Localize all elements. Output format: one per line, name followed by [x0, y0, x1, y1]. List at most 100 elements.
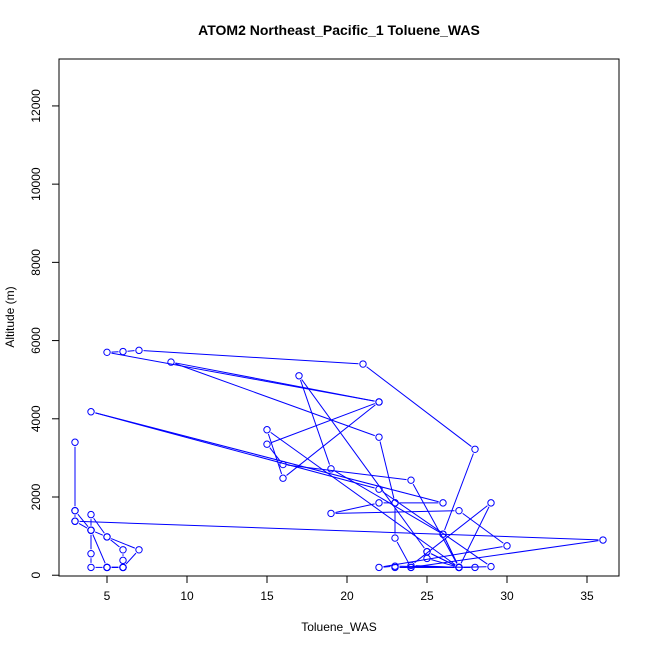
- plot-frame: [58, 58, 620, 577]
- series-segment: [430, 553, 456, 566]
- data-point: [263, 426, 271, 434]
- data-point: [455, 563, 463, 572]
- data-point: [119, 546, 127, 554]
- data-point: [423, 548, 431, 556]
- series-segment: [125, 552, 137, 565]
- x-tick-label: 10: [180, 589, 194, 603]
- y-tick-label: 6000: [29, 327, 43, 354]
- data-point: [71, 506, 79, 515]
- series-segment: [271, 403, 375, 444]
- series-segment: [92, 534, 106, 564]
- series-segment: [415, 565, 455, 568]
- data-point: [103, 563, 111, 572]
- data-point: [407, 563, 415, 572]
- data-point: [471, 563, 479, 572]
- data-point: [167, 358, 175, 366]
- series-segment: [79, 520, 599, 541]
- series-segment: [383, 566, 391, 568]
- y-axis: 0 2000 4000 6000 8000 10000 12000: [29, 89, 60, 579]
- series-segment: [127, 350, 135, 352]
- y-tick-label: 10000: [29, 167, 43, 201]
- data-point: [327, 465, 335, 473]
- data-point: [119, 556, 127, 565]
- y-tick-label: 8000: [29, 249, 43, 276]
- series-segment: [270, 431, 456, 566]
- data-point: [263, 440, 271, 448]
- series-segment: [143, 350, 359, 365]
- x-tick-label: 5: [104, 589, 111, 603]
- x-tick-label: 35: [580, 589, 594, 603]
- data-point: [87, 550, 95, 558]
- data-point: [375, 433, 383, 441]
- data-point: [279, 474, 287, 482]
- data-point: [103, 533, 111, 541]
- chart-title: ATOM2 Northeast_Pacific_1 Toluene_WAS: [198, 22, 480, 38]
- series-segment: [444, 453, 474, 531]
- series-segment: [412, 483, 458, 564]
- x-tick-label: 20: [340, 589, 354, 603]
- data-point: [439, 499, 447, 507]
- series-segment: [462, 512, 504, 544]
- series-segment: [301, 379, 425, 549]
- data-point: [391, 499, 399, 507]
- data-point: [135, 346, 143, 355]
- series-segment: [444, 537, 458, 564]
- y-axis-label: Altitude (m): [3, 286, 17, 347]
- data-point: [279, 460, 287, 469]
- y-tick-label: 2000: [29, 483, 43, 510]
- data-point: [135, 546, 143, 554]
- data-point: [471, 445, 479, 453]
- y-tick-label: 0: [29, 572, 43, 579]
- data-point: [407, 476, 415, 484]
- data-point: [391, 563, 399, 572]
- series-segment: [334, 470, 440, 533]
- series-segment: [175, 362, 375, 402]
- data-point: [359, 360, 367, 368]
- series-segment: [460, 506, 490, 564]
- series-segment: [335, 503, 375, 513]
- data-point: [439, 530, 447, 538]
- series-segment: [383, 546, 503, 568]
- data-point: [423, 554, 431, 563]
- data-point: [487, 499, 495, 507]
- series-layer: [71, 346, 607, 572]
- series-segment: [77, 513, 89, 528]
- series-segment: [415, 540, 599, 568]
- series-segment: [78, 523, 88, 529]
- series-segment: [396, 541, 410, 564]
- data-point: [119, 563, 127, 572]
- series-segment: [93, 517, 105, 534]
- data-point: [375, 563, 383, 572]
- data-point: [391, 534, 399, 542]
- data-point: [87, 510, 95, 519]
- data-point: [327, 509, 335, 518]
- y-tick-label: 12000: [29, 89, 43, 123]
- y-tick-label: 4000: [29, 405, 43, 432]
- data-point: [487, 562, 495, 571]
- series-segment: [269, 447, 281, 462]
- data-point: [71, 438, 79, 446]
- x-axis: 5 10 15 20 25 30 35: [104, 575, 594, 603]
- series-segment: [299, 379, 331, 465]
- data-point: [87, 408, 95, 416]
- data-point: [375, 485, 383, 493]
- data-point: [407, 561, 415, 570]
- series-segment: [175, 363, 375, 437]
- x-axis-label: Toluene_WAS: [301, 620, 377, 634]
- data-point: [599, 536, 607, 544]
- data-point: [119, 347, 127, 356]
- series-segment: [414, 505, 488, 564]
- data-point: [295, 372, 303, 380]
- series-segment: [366, 366, 472, 447]
- data-point: [375, 499, 383, 507]
- x-tick-label: 15: [260, 589, 274, 603]
- data-point: [103, 348, 111, 357]
- data-point: [87, 563, 95, 572]
- series-segment: [286, 404, 376, 476]
- x-tick-label: 25: [420, 589, 434, 603]
- data-point: [375, 398, 383, 406]
- data-point: [455, 506, 463, 515]
- data-point: [87, 526, 95, 534]
- data-point: [503, 542, 511, 550]
